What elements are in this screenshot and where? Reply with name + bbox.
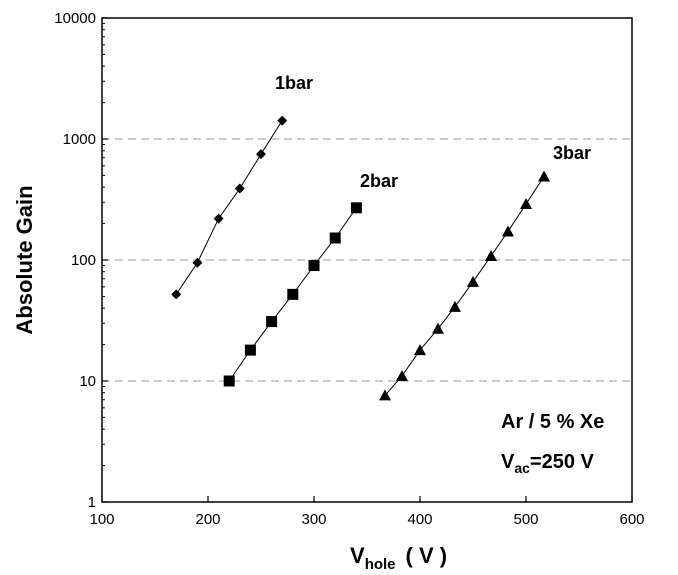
x-tick-label-500: 500 [513, 511, 538, 528]
data-point-2bar-0 [223, 375, 235, 387]
series-label-3bar: 3bar [553, 143, 591, 163]
annotation-voltage-main: V [501, 451, 515, 473]
series-label-1bar: 1bar [275, 73, 313, 93]
x-axis-title: Vhole ( V ) [350, 543, 447, 573]
series-label-2bar: 2bar [360, 171, 398, 191]
data-point-3bar-4 [448, 300, 461, 312]
x-axis-title-main: V [350, 543, 365, 568]
data-point-3bar-3 [432, 322, 445, 334]
x-tick-label-200: 200 [195, 511, 220, 528]
data-series [171, 115, 551, 401]
annotation-gas: Ar / 5 % Xe [501, 411, 604, 433]
x-axis-title-sub: hole [365, 556, 396, 573]
x-axis-title-unit: ( V ) [406, 543, 448, 568]
data-point-3bar-2 [414, 344, 426, 356]
x-tick-label-600: 600 [619, 511, 644, 528]
data-point-1bar-3 [234, 183, 245, 194]
series-line-1bar [175, 120, 283, 295]
y-tick-label-1: 1 [88, 494, 96, 511]
data-point-3bar-8 [520, 198, 532, 210]
y-tick-label-1000: 1000 [63, 131, 96, 148]
data-point-2bar-3 [287, 288, 299, 300]
data-point-2bar-2 [266, 316, 278, 328]
data-point-1bar-4 [256, 149, 266, 160]
annotation-voltage: Vac=250 V [501, 451, 595, 476]
x-tick-label-100: 100 [89, 511, 114, 528]
data-point-1bar-5 [277, 115, 288, 126]
data-point-3bar-5 [467, 275, 479, 287]
x-axis-ticks: 100 200 300 400 500 600 [89, 496, 645, 528]
y-tick-label-100: 100 [71, 252, 96, 269]
data-point-3bar-9 [538, 170, 551, 182]
annotation-voltage-sub: ac [514, 460, 530, 476]
data-point-3bar-6 [485, 249, 498, 261]
data-point-2bar-6 [350, 202, 362, 214]
data-point-3bar-0 [379, 389, 392, 401]
data-point-2bar-4 [308, 260, 320, 272]
y-tick-label-10: 10 [79, 373, 96, 390]
y-axis-title: Absolute Gain [12, 185, 37, 334]
data-point-1bar-2 [213, 213, 224, 224]
series-line-3bar [384, 176, 545, 396]
x-tick-label-400: 400 [407, 511, 432, 528]
data-point-2bar-5 [329, 232, 341, 244]
data-point-3bar-7 [501, 225, 514, 237]
y-axis-ticks: 1 10 100 1000 10000 [54, 10, 108, 511]
data-point-2bar-1 [244, 344, 256, 356]
x-tick-label-300: 300 [301, 511, 326, 528]
y-tick-label-10000: 10000 [54, 10, 96, 27]
data-point-3bar-1 [395, 369, 408, 381]
annotation-voltage-rest: =250 V [530, 451, 595, 473]
grid-lines [102, 138, 632, 382]
data-point-1bar-1 [192, 257, 203, 268]
data-point-1bar-0 [171, 289, 182, 300]
